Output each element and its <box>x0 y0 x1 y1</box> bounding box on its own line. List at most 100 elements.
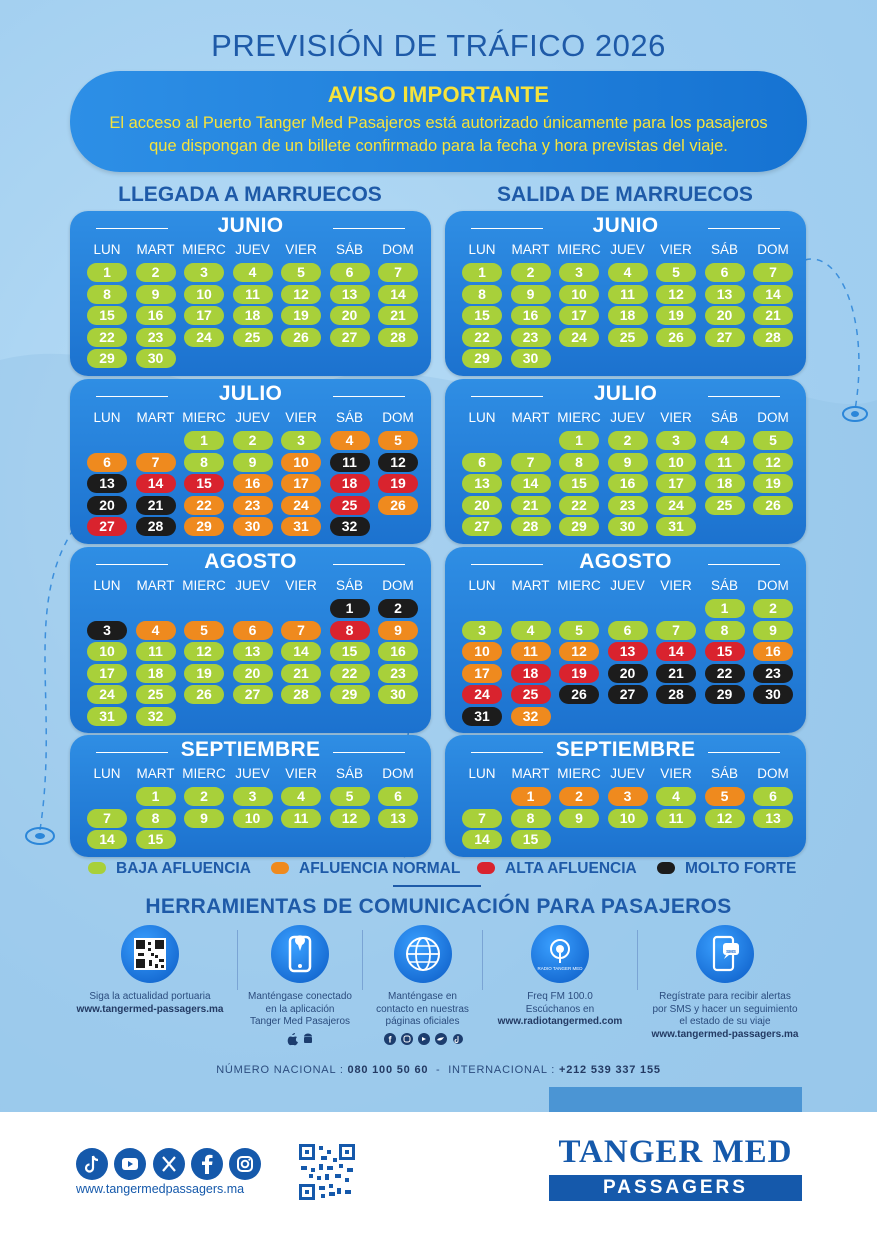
day-6-low: 6 <box>607 620 648 640</box>
day-5-low: 5 <box>329 787 370 806</box>
day-10-low: 10 <box>184 284 224 304</box>
radio-icon-label: RADIO TANGER MED <box>537 966 583 971</box>
weekday-label: DOM <box>382 242 414 257</box>
day-23-very-high: 23 <box>753 663 793 683</box>
day-12-low: 12 <box>753 452 793 472</box>
weekday-label: JUEV <box>610 766 645 781</box>
weekday-label: MIERC <box>182 578 226 593</box>
day-24-low: 24 <box>87 685 127 704</box>
weekday-label: LUN <box>93 766 121 781</box>
day-7-low: 7 <box>753 263 793 282</box>
day-6-normal: 6 <box>87 452 127 472</box>
sms-icon-label: SMS <box>726 949 736 954</box>
weekday-label: MIERC <box>182 766 226 781</box>
footer-qr-code-icon[interactable] <box>299 1144 355 1200</box>
tiktok-icon[interactable] <box>76 1148 108 1180</box>
day-11-low: 11 <box>704 452 745 472</box>
day-10-low: 10 <box>87 642 127 661</box>
tool-portal[interactable]: Siga la actualidad portuaria www.tangerm… <box>62 925 238 1016</box>
day-1-low: 1 <box>184 431 224 450</box>
legend-label-high: ALTA AFLUENCIA <box>505 860 637 877</box>
month-title-rule <box>471 228 543 229</box>
svg-text:f: f <box>388 1034 392 1044</box>
weekday-label: MART <box>136 410 175 425</box>
weekday-label: MART <box>136 766 175 781</box>
page-title: PREVISIÓN DE TRÁFICO 2026 <box>211 28 666 63</box>
month-name: AGOSTO <box>204 550 297 573</box>
day-28-low: 28 <box>378 327 418 347</box>
weekday-label: JUEV <box>235 410 270 425</box>
day-2-low: 2 <box>753 599 793 618</box>
footer-website-link[interactable]: www.tangermedpassagers.ma <box>76 1182 245 1196</box>
weekday-label: JUEV <box>235 766 270 781</box>
phone-numbers: NÚMERO NACIONAL : 080 100 50 60 - INTERN… <box>0 1064 877 1076</box>
instagram-icon[interactable] <box>229 1148 261 1180</box>
weekday-label: MART <box>511 578 550 593</box>
youtube-icon[interactable] <box>114 1148 146 1180</box>
day-12-low: 12 <box>184 642 224 661</box>
tool-portal-link[interactable]: www.tangermed-passagers.ma <box>76 1003 224 1015</box>
sms-icon: SMS <box>696 925 754 983</box>
day-9-low: 9 <box>510 284 551 304</box>
x-icon[interactable] <box>153 1148 185 1180</box>
weekday-label: LUN <box>468 766 496 781</box>
weekday-label: VIER <box>285 242 317 257</box>
day-23-normal: 23 <box>232 495 273 515</box>
legend-item-low: BAJA AFLUENCIA <box>88 860 251 878</box>
day-1-low: 1 <box>704 599 745 618</box>
apple-android-icons[interactable] <box>285 1032 315 1046</box>
tool-portal-text-1: Siga la actualidad portuaria <box>89 991 211 1002</box>
day-11-low: 11 <box>232 284 273 304</box>
day-20-very-high: 20 <box>87 495 127 515</box>
weekday-label: LUN <box>468 578 496 593</box>
day-18-low: 18 <box>135 663 176 683</box>
day-10-low: 10 <box>559 284 599 304</box>
day-29-low: 29 <box>462 349 502 368</box>
day-25-high: 25 <box>329 495 370 515</box>
facebook-icon[interactable] <box>191 1148 223 1180</box>
month-name: SEPTIEMBRE <box>555 738 696 761</box>
day-8-high: 8 <box>329 620 370 640</box>
tool-radio-link[interactable]: www.radiotangermed.com <box>497 1016 623 1027</box>
legend-label-very-high: MOLTO FORTE <box>685 860 797 877</box>
column-heading-departure: SALIDA DE MARRUECOS <box>497 183 753 206</box>
day-14-low: 14 <box>378 284 418 304</box>
month-title-rule <box>333 228 405 229</box>
day-1-low: 1 <box>462 263 502 282</box>
phone-separator: - <box>436 1064 441 1076</box>
month-title-rule <box>708 752 780 753</box>
day-19-low: 19 <box>753 474 793 493</box>
day-17-low: 17 <box>559 306 599 325</box>
day-20-low: 20 <box>704 306 745 325</box>
day-13-low: 13 <box>704 284 745 304</box>
day-19-high: 19 <box>559 663 599 683</box>
weekday-label: VIER <box>660 766 692 781</box>
column-heading-arrival: LLEGADA A MARRUECOS <box>118 183 382 206</box>
weekday-label: MIERC <box>557 242 601 257</box>
day-7-low: 7 <box>510 452 551 472</box>
day-31-low: 31 <box>656 517 696 536</box>
tool-sms[interactable]: SMS Regístrate para recibir alertas por … <box>639 925 811 1041</box>
day-15-low: 15 <box>559 474 599 493</box>
weekday-label: JUEV <box>235 578 270 593</box>
phone-international-number[interactable]: +212 539 337 155 <box>559 1064 661 1076</box>
phone-national-number[interactable]: 080 100 50 60 <box>347 1064 429 1076</box>
tool-social[interactable]: Manténgase en contacto en nuestras págin… <box>365 925 480 1050</box>
day-4-low: 4 <box>232 263 273 282</box>
tool-radio[interactable]: RADIO TANGER MED Freq FM 100.0 Escúchano… <box>485 925 635 1029</box>
day-7-normal: 7 <box>135 452 176 472</box>
month-title-rule <box>333 752 405 753</box>
legend-swatch-high <box>477 862 495 874</box>
weekday-label: MIERC <box>557 410 601 425</box>
tool-app-text-1: Manténgase conectado <box>248 991 352 1002</box>
day-7-normal: 7 <box>281 620 321 640</box>
day-26-very-high: 26 <box>559 685 599 704</box>
day-7-low: 7 <box>378 263 418 282</box>
tool-sms-link[interactable]: www.tangermed-passagers.ma <box>651 1028 799 1040</box>
day-24-low: 24 <box>184 327 224 347</box>
day-23-low: 23 <box>607 495 648 515</box>
day-26-normal: 26 <box>378 495 418 515</box>
day-6-low: 6 <box>329 263 370 282</box>
tool-app[interactable]: Manténgase conectado en la aplicación Ta… <box>240 925 360 1050</box>
weekday-label: SÁB <box>710 578 738 593</box>
